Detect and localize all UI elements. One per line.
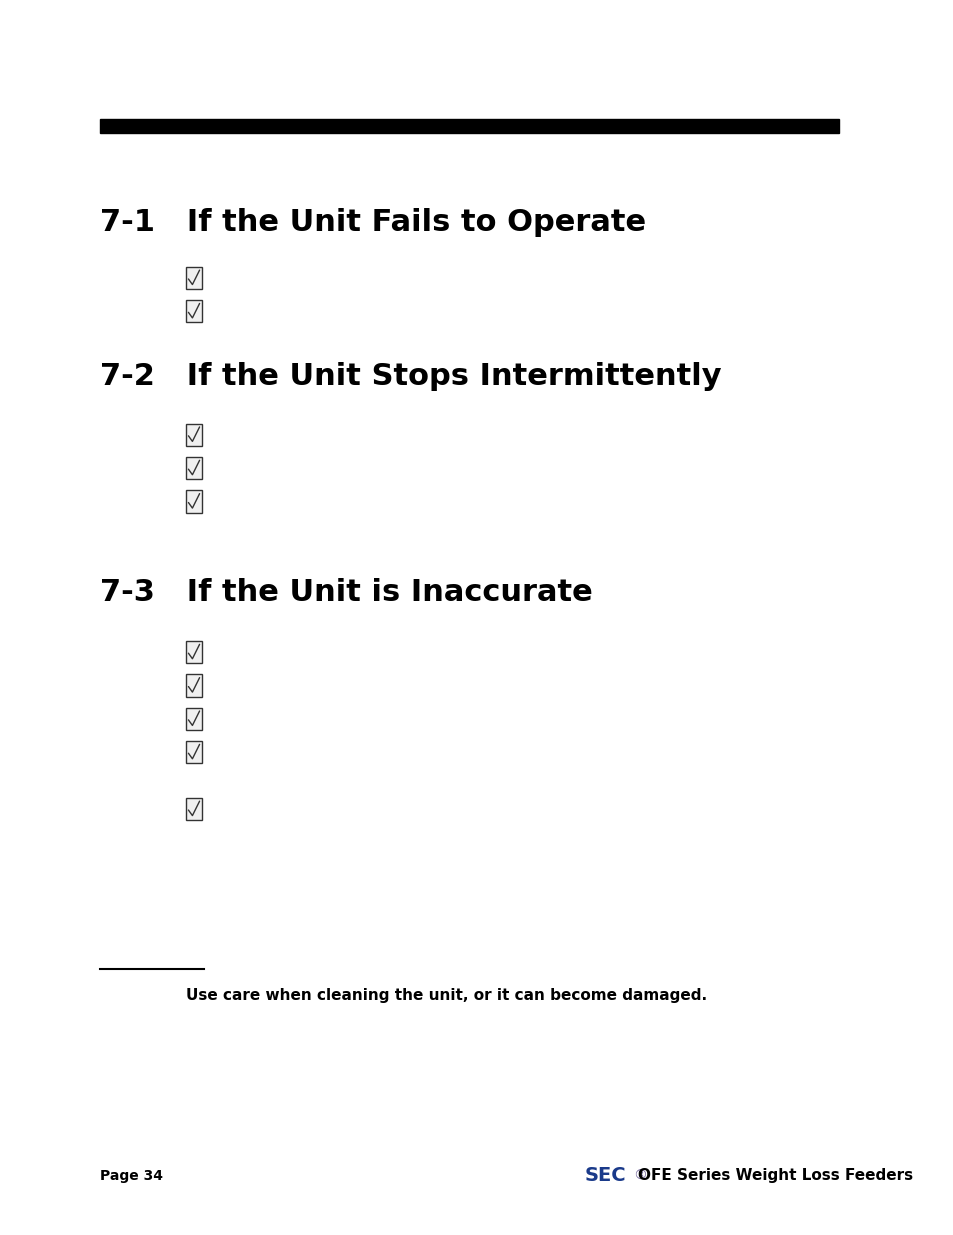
Text: SEC: SEC — [584, 1166, 626, 1186]
FancyBboxPatch shape — [186, 741, 202, 763]
Text: Use care when cleaning the unit, or it can become damaged.: Use care when cleaning the unit, or it c… — [186, 988, 706, 1003]
Text: 7-2   If the Unit Stops Intermittently: 7-2 If the Unit Stops Intermittently — [100, 362, 721, 391]
FancyBboxPatch shape — [186, 457, 202, 479]
FancyBboxPatch shape — [186, 267, 202, 289]
Text: 7-1   If the Unit Fails to Operate: 7-1 If the Unit Fails to Operate — [100, 207, 645, 237]
Text: Page 34: Page 34 — [100, 1168, 163, 1183]
FancyBboxPatch shape — [186, 424, 202, 446]
Text: 7-3   If the Unit is Inaccurate: 7-3 If the Unit is Inaccurate — [100, 578, 592, 608]
FancyBboxPatch shape — [186, 674, 202, 697]
Text: ®: ® — [633, 1168, 646, 1183]
FancyBboxPatch shape — [186, 490, 202, 513]
FancyBboxPatch shape — [186, 300, 202, 322]
FancyBboxPatch shape — [186, 641, 202, 663]
FancyBboxPatch shape — [186, 708, 202, 730]
FancyBboxPatch shape — [186, 798, 202, 820]
Text: OFE Series Weight Loss Feeders: OFE Series Weight Loss Feeders — [638, 1168, 912, 1183]
Bar — [100, 119, 838, 133]
